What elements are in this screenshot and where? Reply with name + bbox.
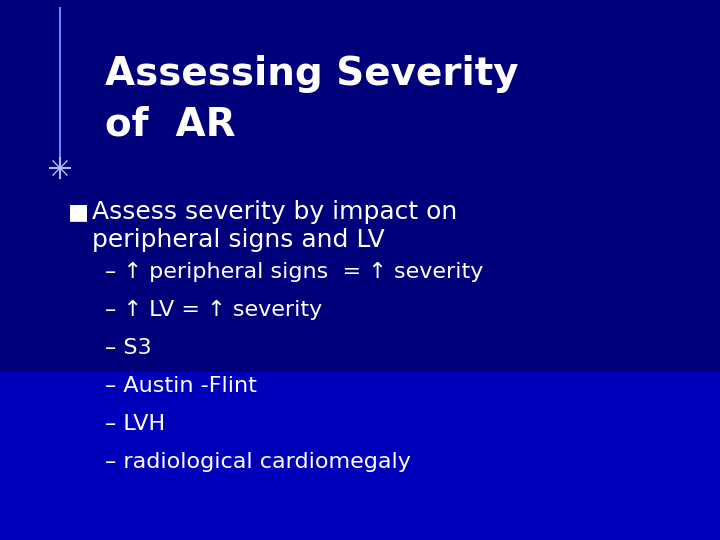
Bar — [0, 372, 720, 540]
Text: of  AR: of AR — [105, 105, 235, 143]
Text: – S3: – S3 — [105, 338, 152, 358]
Text: – ↑ peripheral signs  = ↑ severity: – ↑ peripheral signs = ↑ severity — [105, 262, 483, 282]
Text: Assessing Severity: Assessing Severity — [105, 55, 518, 93]
Bar — [0, 0, 720, 372]
Text: – LVH: – LVH — [105, 414, 165, 434]
Text: ■: ■ — [68, 202, 89, 222]
Text: – Austin -Flint: – Austin -Flint — [105, 376, 257, 396]
Text: – ↑ LV = ↑ severity: – ↑ LV = ↑ severity — [105, 300, 323, 320]
Text: – radiological cardiomegaly: – radiological cardiomegaly — [105, 452, 411, 472]
Text: Assess severity by impact on: Assess severity by impact on — [92, 200, 457, 224]
Text: peripheral signs and LV: peripheral signs and LV — [92, 228, 384, 252]
